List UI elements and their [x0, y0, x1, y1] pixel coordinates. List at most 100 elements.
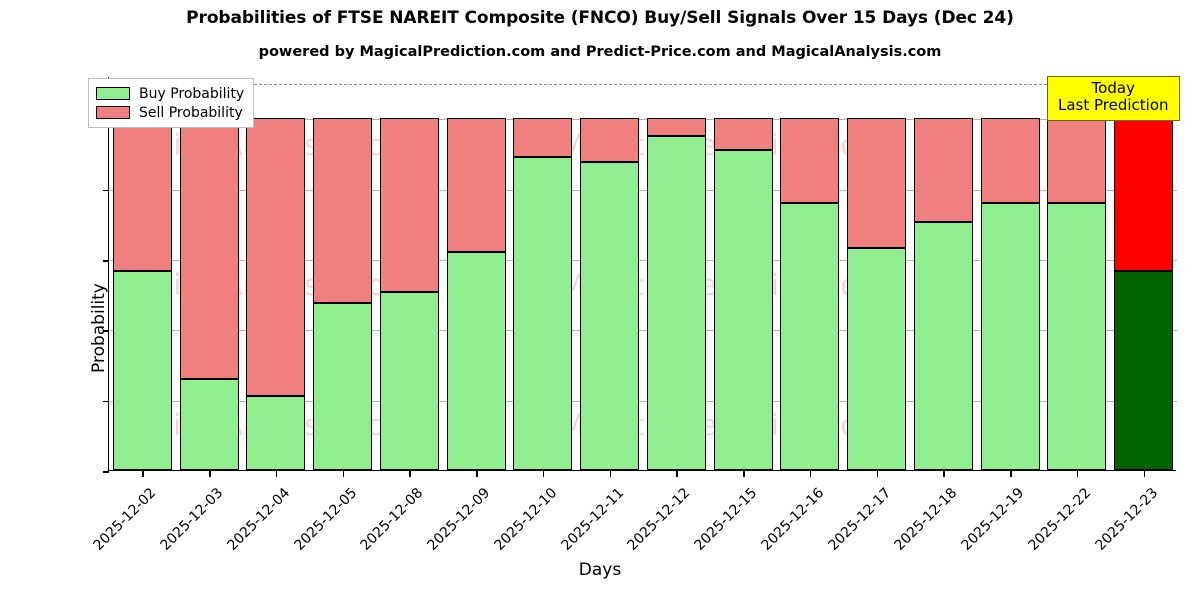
x-tick-mark — [1143, 471, 1146, 477]
x-tick-mark — [1076, 471, 1079, 477]
x-tick-label: 2025-12-22 — [1025, 485, 1095, 554]
bar-segment-sell[interactable] — [1114, 118, 1174, 272]
bar-group[interactable] — [1114, 76, 1174, 470]
gridline — [109, 119, 1177, 121]
x-tick-mark — [476, 471, 478, 477]
bar-segment-sell[interactable] — [179, 118, 239, 379]
bar-segment-sell[interactable] — [513, 118, 573, 157]
x-axis-title: Days — [578, 560, 622, 580]
x-tick-mark — [1010, 471, 1012, 477]
bar-segment-buy[interactable] — [179, 378, 239, 470]
page-title: Probabilities of FTSE NAREIT Composite (… — [186, 8, 1014, 28]
x-tick-label: 2025-12-12 — [624, 485, 694, 554]
bar-group[interactable] — [379, 76, 439, 470]
bar-segment-buy[interactable] — [980, 202, 1040, 470]
bar-group[interactable] — [646, 76, 706, 470]
bar-group[interactable] — [313, 76, 373, 470]
bar-group[interactable] — [179, 76, 239, 470]
bar-group[interactable] — [580, 76, 640, 470]
plot-area: 0204060801002025-12-022025-12-032025-12-… — [89, 76, 1177, 554]
bar-segment-sell[interactable] — [1047, 118, 1107, 203]
chart-subtitle: powered by MagicalPrediction.com and Pre… — [258, 44, 942, 60]
legend-item-buy: Buy Probability — [96, 84, 244, 103]
x-tick-mark — [409, 471, 411, 477]
bar-segment-buy[interactable] — [580, 162, 640, 470]
bar-segment-sell[interactable] — [313, 118, 373, 303]
bar-segment-sell[interactable] — [246, 118, 306, 397]
bar-segment-buy[interactable] — [847, 248, 907, 470]
bar-group[interactable] — [780, 76, 840, 470]
x-tick-label: 2025-12-16 — [758, 485, 828, 554]
x-tick-label: 2025-12-19 — [958, 485, 1028, 554]
legend-swatch-sell — [96, 106, 130, 119]
bar-segment-sell[interactable] — [646, 118, 706, 136]
y-tick-mark — [103, 471, 109, 473]
bar-segment-sell[interactable] — [913, 118, 973, 222]
x-tick-mark — [142, 471, 144, 477]
bar-segment-sell[interactable] — [713, 118, 773, 150]
bar-group[interactable] — [913, 76, 973, 470]
bar-segment-buy[interactable] — [913, 222, 973, 470]
x-tick-label: 2025-12-08 — [357, 485, 427, 554]
legend-swatch-buy — [96, 87, 130, 100]
bar-group[interactable] — [980, 76, 1040, 470]
legend-label-sell: Sell Probability — [139, 104, 243, 121]
bar-segment-sell[interactable] — [580, 118, 640, 163]
y-axis-title: Probability — [89, 283, 109, 373]
today-annotation: Today Last Prediction — [1047, 76, 1180, 121]
bar-segment-sell[interactable] — [379, 118, 439, 293]
x-tick-mark — [676, 471, 678, 477]
bar-group[interactable] — [713, 76, 773, 470]
today-label-line2: Last Prediction — [1058, 96, 1169, 115]
x-tick-mark — [743, 471, 745, 477]
bar-segment-buy[interactable] — [646, 135, 706, 470]
x-tick-label: 2025-12-05 — [291, 485, 360, 554]
gridline — [109, 400, 1177, 402]
x-tick-mark — [609, 471, 612, 477]
bar-segment-buy[interactable] — [112, 271, 172, 470]
x-tick-mark — [342, 471, 345, 477]
gridline — [109, 259, 1177, 261]
bar-segment-sell[interactable] — [980, 118, 1040, 203]
bar-segment-sell[interactable] — [446, 118, 506, 252]
bar-segment-buy[interactable] — [446, 251, 506, 470]
bar-segment-buy[interactable] — [780, 202, 840, 470]
y-tick-mark — [103, 330, 109, 332]
y-tick-mark — [103, 259, 109, 262]
bar-group[interactable] — [513, 76, 573, 470]
x-tick-mark — [809, 471, 812, 477]
x-tick-mark — [542, 471, 545, 477]
bar-group[interactable] — [446, 76, 506, 470]
x-tick-label: 2025-12-10 — [491, 485, 561, 554]
bar-segment-buy[interactable] — [1047, 202, 1107, 470]
bar-segment-buy[interactable] — [379, 292, 439, 470]
x-tick-label: 2025-12-18 — [891, 485, 961, 554]
x-tick-label: 2025-12-15 — [691, 485, 761, 554]
bar-segment-buy[interactable] — [246, 396, 306, 470]
legend-item-sell: Sell Probability — [96, 103, 244, 122]
bar-group[interactable] — [112, 76, 172, 470]
x-tick-label: 2025-12-03 — [157, 485, 227, 554]
bar-segment-buy[interactable] — [1114, 271, 1174, 470]
x-tick-mark — [876, 471, 879, 477]
legend-label-buy: Buy Probability — [139, 85, 245, 102]
bar-segment-buy[interactable] — [313, 302, 373, 470]
bar-segment-sell[interactable] — [847, 118, 907, 249]
chart-legend: Buy Probability Sell Probability — [88, 78, 255, 128]
x-tick-mark — [943, 471, 945, 477]
reference-line — [109, 84, 1177, 86]
bar-group[interactable] — [847, 76, 907, 470]
bar-group[interactable] — [1047, 76, 1107, 470]
bar-group[interactable] — [246, 76, 306, 470]
today-label-line1: Today — [1091, 79, 1135, 97]
bar-segment-sell[interactable] — [780, 118, 840, 203]
y-tick-mark — [103, 400, 109, 403]
x-tick-label: 2025-12-23 — [1092, 485, 1161, 554]
bar-segment-buy[interactable] — [513, 156, 573, 470]
bar-segment-sell[interactable] — [112, 118, 172, 272]
x-tick-mark — [275, 471, 278, 477]
x-tick-label: 2025-12-17 — [825, 485, 894, 554]
x-tick-mark — [209, 471, 211, 477]
bar-segment-buy[interactable] — [713, 149, 773, 470]
